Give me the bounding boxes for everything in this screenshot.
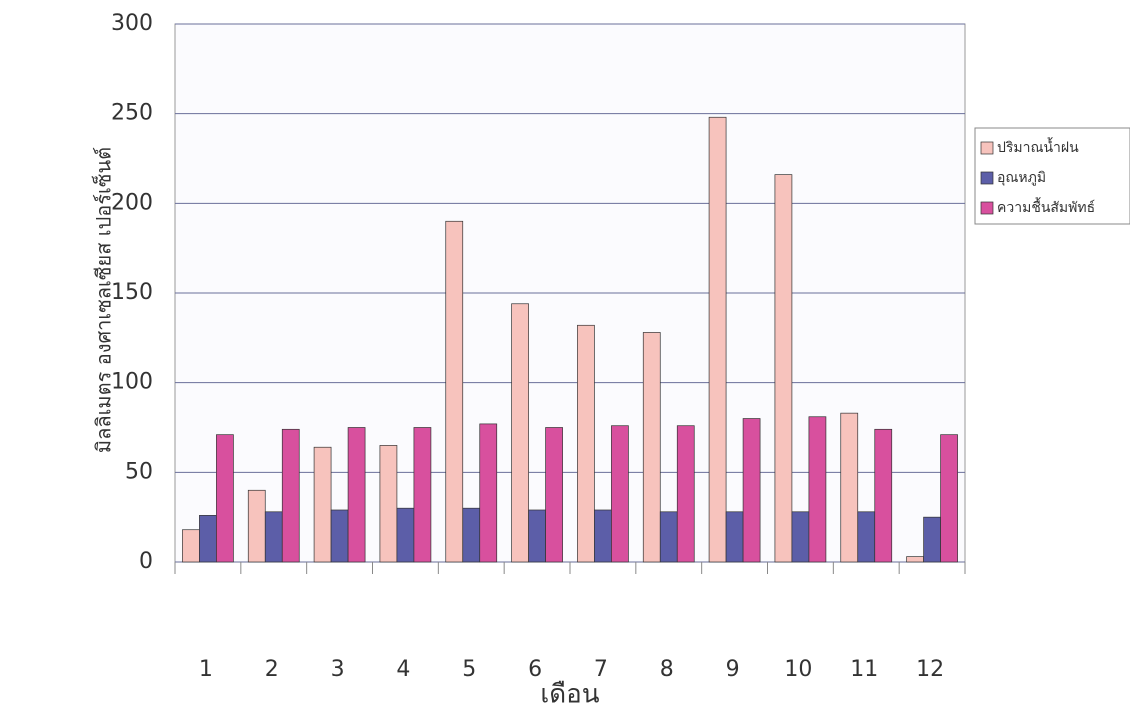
bar	[743, 419, 760, 562]
legend-label: ปริมาณน้ำฝน	[997, 137, 1079, 156]
bar	[397, 508, 414, 562]
bar	[858, 512, 875, 562]
y-tick-label: 100	[111, 370, 153, 395]
bar	[265, 512, 282, 562]
bar	[546, 428, 563, 563]
y-tick-label: 0	[139, 549, 153, 574]
y-tick-label: 150	[111, 280, 153, 305]
bar	[331, 510, 348, 562]
legend-label: อุณหภูมิ	[997, 170, 1046, 186]
x-tick-label: 7	[594, 657, 608, 682]
x-tick-label: 1	[199, 657, 213, 682]
bar	[463, 508, 480, 562]
y-tick-label: 50	[125, 459, 153, 484]
bar	[348, 428, 365, 563]
x-tick-label: 10	[784, 657, 812, 682]
x-axis-title: เดือน	[540, 680, 599, 710]
legend-swatch	[981, 142, 993, 154]
bar	[726, 512, 743, 562]
bar	[248, 490, 265, 562]
legend-swatch	[981, 172, 993, 184]
bar	[577, 325, 594, 562]
x-tick-label: 6	[528, 657, 542, 682]
bar	[446, 221, 463, 562]
bar	[941, 435, 958, 562]
page: {"chart_data": {"type": "bar", "x_label"…	[0, 0, 1130, 726]
bar	[480, 424, 497, 562]
bar	[216, 435, 233, 562]
bar	[414, 428, 431, 563]
bar	[875, 429, 892, 562]
legend-label: ความชื้นสัมพัทธ์	[997, 197, 1095, 216]
x-tick-label: 12	[916, 657, 944, 682]
bar	[199, 515, 216, 562]
bar	[643, 332, 660, 562]
y-tick-label: 200	[111, 190, 153, 215]
bar	[792, 512, 809, 562]
bar	[907, 557, 924, 562]
bar	[709, 117, 726, 562]
bar	[594, 510, 611, 562]
x-tick-label: 11	[850, 657, 878, 682]
bar	[660, 512, 677, 562]
bar	[809, 417, 826, 562]
x-tick-label: 3	[331, 657, 345, 682]
bar	[841, 413, 858, 562]
bar	[282, 429, 299, 562]
legend-swatch	[981, 202, 993, 214]
bar	[775, 175, 792, 562]
y-tick-label: 300	[111, 11, 153, 36]
x-tick-label: 4	[396, 657, 410, 682]
bar	[314, 447, 331, 562]
x-tick-label: 8	[660, 657, 674, 682]
bar	[529, 510, 546, 562]
chart: มิลลิเมตร องศาเซลเซียส เปอร์เซ็นต์ เดือน…	[0, 0, 1130, 726]
bar	[677, 426, 694, 562]
x-tick-label: 5	[462, 657, 476, 682]
bar	[380, 445, 397, 562]
bar	[611, 426, 628, 562]
bar	[182, 530, 199, 562]
y-tick-label: 250	[111, 101, 153, 126]
bar	[924, 517, 941, 562]
bar	[512, 304, 529, 562]
x-tick-label: 2	[265, 657, 279, 682]
x-tick-label: 9	[726, 657, 740, 682]
